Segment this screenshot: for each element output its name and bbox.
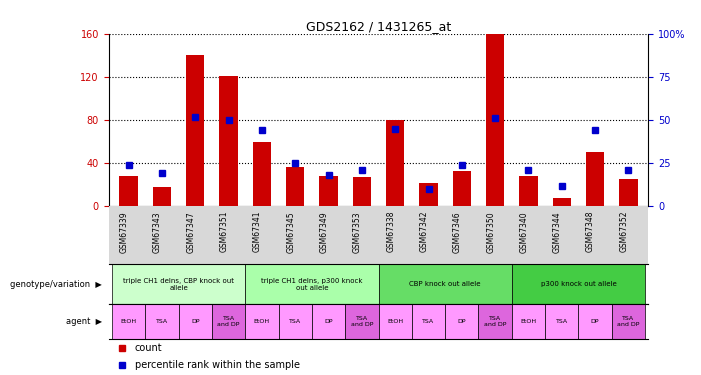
Text: TSA
and DP: TSA and DP [350,316,373,327]
Text: TSA: TSA [290,319,301,324]
Text: GSM67342: GSM67342 [419,211,428,252]
Bar [512,264,645,304]
Text: GSM67347: GSM67347 [186,211,196,252]
Text: agent  ▶: agent ▶ [65,317,102,326]
Text: EtOH: EtOH [520,319,536,324]
Bar [612,304,645,339]
Text: DP: DP [458,319,466,324]
Bar [578,304,612,339]
Text: GSM67344: GSM67344 [553,211,562,252]
Bar [552,198,571,206]
Bar [619,179,638,206]
Bar [479,304,512,339]
Bar [112,304,145,339]
Text: EtOH: EtOH [121,319,137,324]
Text: GSM67346: GSM67346 [453,211,462,252]
Text: TSA: TSA [156,319,168,324]
Bar [453,171,471,206]
Text: GSM67349: GSM67349 [320,211,329,252]
Bar [145,304,179,339]
Bar [512,304,545,339]
Text: EtOH: EtOH [254,319,270,324]
Text: TSA
and DP: TSA and DP [484,316,506,327]
Bar [353,177,371,206]
Bar [379,264,512,304]
Text: GSM67340: GSM67340 [519,211,529,252]
Text: p300 knock out allele: p300 knock out allele [540,281,616,287]
Bar [519,176,538,206]
Text: TSA: TSA [423,319,435,324]
Bar [345,304,379,339]
Bar [212,304,245,339]
Bar [320,176,338,206]
Bar [153,187,171,206]
Text: genotype/variation  ▶: genotype/variation ▶ [10,280,102,289]
Bar [412,304,445,339]
Text: GSM67348: GSM67348 [586,211,595,252]
Text: DP: DP [591,319,599,324]
Text: TSA
and DP: TSA and DP [618,316,639,327]
Bar [112,264,245,304]
Text: TSA
and DP: TSA and DP [217,316,240,327]
Title: GDS2162 / 1431265_at: GDS2162 / 1431265_at [306,20,451,33]
Text: percentile rank within the sample: percentile rank within the sample [135,360,299,370]
Text: GSM67353: GSM67353 [353,211,362,252]
Bar [179,304,212,339]
Text: GSM67341: GSM67341 [253,211,262,252]
Bar [545,304,578,339]
Text: triple CH1 delns, p300 knock
out allele: triple CH1 delns, p300 knock out allele [261,278,362,291]
Bar [278,304,312,339]
Text: GSM67350: GSM67350 [486,211,495,252]
Text: GSM67339: GSM67339 [120,211,129,252]
Text: EtOH: EtOH [387,319,403,324]
Text: GSM67338: GSM67338 [386,211,395,252]
Text: count: count [135,343,162,353]
Text: triple CH1 delns, CBP knock out
allele: triple CH1 delns, CBP knock out allele [123,278,234,291]
Bar [253,142,271,206]
Text: TSA: TSA [556,319,568,324]
Bar [312,304,345,339]
Text: CBP knock out allele: CBP knock out allele [409,281,481,287]
Bar [379,304,412,339]
Bar [286,168,304,206]
Bar [386,120,404,206]
Text: DP: DP [191,319,200,324]
Bar [419,183,437,206]
Bar [445,304,479,339]
Bar [245,304,278,339]
Bar [186,56,205,206]
Text: DP: DP [325,319,333,324]
Text: GSM67351: GSM67351 [219,211,229,252]
Text: GSM67345: GSM67345 [286,211,295,252]
Bar [119,176,138,206]
Bar [245,264,379,304]
Text: GSM67352: GSM67352 [620,211,628,252]
Bar [586,152,604,206]
Text: GSM67343: GSM67343 [153,211,162,252]
Bar [219,76,238,206]
Bar [486,34,504,206]
